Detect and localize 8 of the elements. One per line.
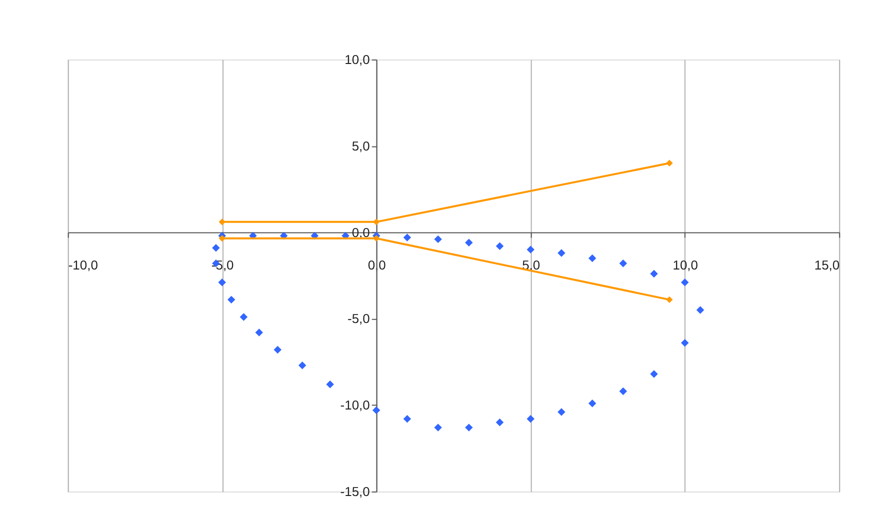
y-tick-label: 5,0 — [352, 138, 370, 154]
y-tick-label: 10,0 — [344, 52, 370, 67]
x-tick-label: -10,0 — [68, 258, 98, 273]
x-tick-label: 15,0 — [814, 258, 840, 273]
x-tick-label: 10,0 — [672, 258, 698, 273]
y-tick-label: -10,0 — [340, 398, 370, 413]
y-tick-label: -5,0 — [348, 311, 370, 326]
y-tick-label: -15,0 — [340, 484, 370, 499]
